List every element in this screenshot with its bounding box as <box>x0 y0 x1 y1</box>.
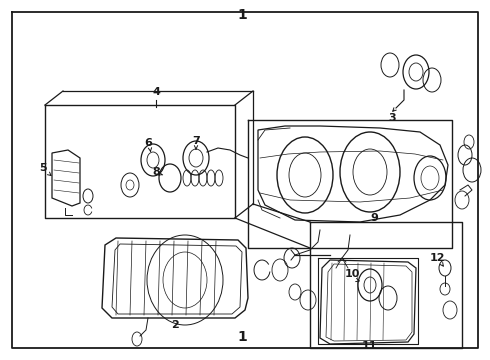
Text: 3: 3 <box>388 113 396 123</box>
Text: 5: 5 <box>39 163 47 173</box>
Text: 8: 8 <box>152 167 160 177</box>
Text: 10: 10 <box>344 269 360 279</box>
Text: 9: 9 <box>370 213 378 223</box>
Text: 1: 1 <box>237 8 247 22</box>
Text: 2: 2 <box>171 320 179 330</box>
Text: 11: 11 <box>361 341 377 351</box>
Text: 12: 12 <box>429 253 445 263</box>
Text: 6: 6 <box>144 138 152 148</box>
Text: 1: 1 <box>238 330 247 344</box>
Text: 4: 4 <box>152 87 160 97</box>
Text: 7: 7 <box>192 136 200 146</box>
